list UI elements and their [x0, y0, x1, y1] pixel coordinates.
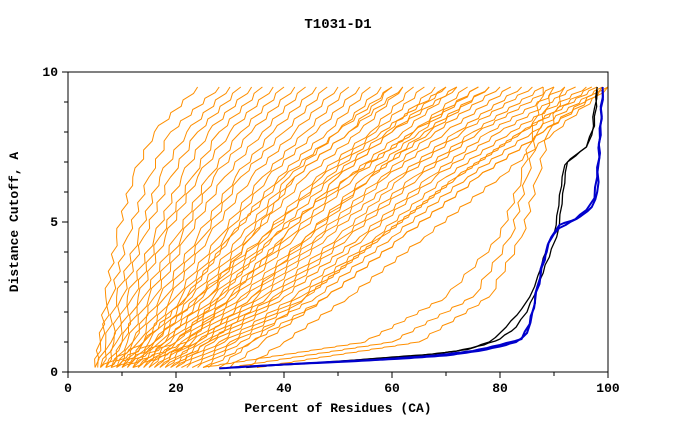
- x-tick-label: 60: [384, 381, 400, 396]
- orange-curve: [186, 86, 576, 368]
- orange-curve: [175, 86, 544, 368]
- orange-curve: [121, 86, 458, 368]
- orange-curve: [99, 86, 253, 368]
- highlight-curves: [219, 86, 604, 370]
- axis-ticks: [62, 71, 609, 378]
- orange-curve: [132, 86, 490, 368]
- orange-curve: [116, 86, 317, 368]
- orange-curve: [99, 86, 242, 368]
- orange-curve: [159, 86, 479, 368]
- orange-curve: [154, 86, 458, 368]
- orange-curve: [202, 87, 544, 368]
- orange-curve: [229, 86, 603, 368]
- orange-curves: [94, 86, 608, 368]
- orange-curve: [97, 86, 231, 368]
- y-tick-label: 5: [50, 215, 58, 230]
- orange-curve: [256, 86, 566, 368]
- orange-curve: [137, 86, 404, 368]
- y-axis-label: Distance Cutoff, A: [7, 152, 22, 293]
- y-tick-label: 0: [50, 365, 58, 380]
- chart-title: T1031-D1: [304, 17, 371, 33]
- orange-curve: [159, 86, 490, 368]
- orange-curve: [229, 86, 555, 368]
- orange-curve: [245, 86, 608, 368]
- orange-curve: [105, 86, 274, 368]
- orange-curve: [126, 86, 361, 368]
- orange-curve: [94, 86, 199, 368]
- orange-curve: [121, 86, 339, 368]
- x-axis-label: Percent of Residues (CA): [244, 401, 431, 416]
- y-tick-label: 10: [42, 65, 58, 80]
- orange-curve: [181, 86, 566, 368]
- x-tick-label: 80: [492, 381, 508, 396]
- orange-curve: [197, 86, 598, 368]
- orange-curve: [175, 86, 555, 368]
- orange-curve: [100, 86, 393, 368]
- orange-curve: [202, 86, 603, 368]
- orange-curve: [218, 86, 593, 368]
- orange-curve: [148, 86, 436, 368]
- orange-curve: [105, 86, 263, 368]
- orange-curve: [111, 86, 404, 368]
- x-tick-label: 100: [596, 381, 620, 396]
- orange-curve: [191, 86, 587, 368]
- x-tick-label: 0: [64, 381, 72, 396]
- orange-curve: [164, 86, 512, 368]
- model-blue-2: [229, 89, 604, 369]
- orange-curve: [110, 86, 285, 368]
- x-tick-label: 40: [276, 381, 292, 396]
- orange-curve: [94, 86, 220, 368]
- orange-curve: [170, 86, 533, 368]
- orange-curve: [116, 86, 479, 368]
- orange-curve: [132, 86, 371, 368]
- orange-curve: [127, 86, 350, 368]
- orange-curve: [121, 86, 328, 368]
- orange-curve: [148, 86, 447, 368]
- orange-curve: [110, 86, 296, 368]
- orange-curve: [105, 86, 447, 368]
- axis-tick-labels: 0 20 40 60 80 100 0 5 10: [42, 65, 620, 396]
- x-tick-label: 20: [168, 381, 184, 396]
- orange-curve: [170, 86, 522, 368]
- orange-curve: [143, 86, 414, 368]
